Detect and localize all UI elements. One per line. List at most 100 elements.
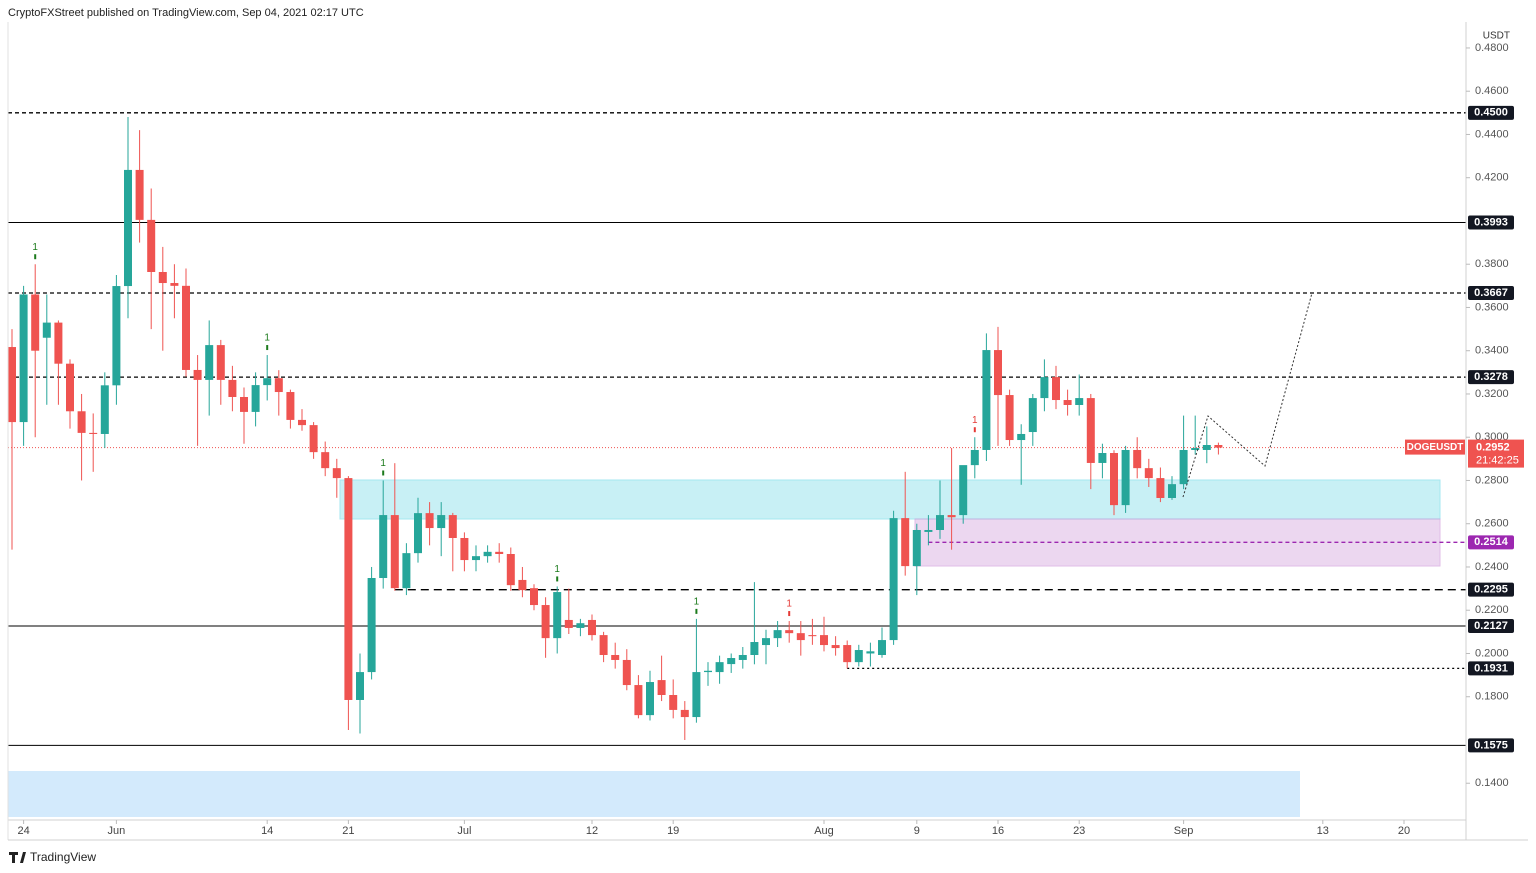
candle-body — [936, 515, 944, 530]
candle-body — [135, 169, 144, 220]
y-tick-label: 0.2400 — [1475, 561, 1509, 573]
candle-body — [762, 638, 770, 646]
candle-body — [1052, 377, 1060, 401]
x-tick-label: 14 — [261, 825, 273, 837]
signal-label: 1 — [264, 333, 270, 344]
candle-body — [483, 551, 492, 557]
level-label-box — [1468, 582, 1514, 597]
candle-body — [564, 619, 573, 628]
y-tick-label: 0.4800 — [1475, 42, 1509, 54]
x-tick-label: 23 — [1073, 825, 1085, 837]
symbol-box — [1405, 439, 1465, 455]
x-tick-label: Jun — [108, 825, 126, 837]
candle-body — [309, 425, 318, 453]
candle-body — [54, 322, 63, 364]
candle-body — [634, 685, 643, 716]
candle-body — [228, 379, 237, 397]
candle-body — [576, 623, 585, 628]
candle-body — [1110, 453, 1118, 506]
candle-body — [553, 592, 562, 639]
candle-body — [158, 271, 167, 284]
candle-body — [843, 645, 852, 663]
candle-body — [205, 345, 214, 380]
level-label: 0.2295 — [1474, 584, 1508, 596]
candle-body — [1040, 377, 1049, 399]
x-tick-label: 20 — [1398, 825, 1410, 837]
signal-label: 1 — [972, 415, 978, 426]
y-tick-label: 0.1400 — [1475, 777, 1509, 789]
candles-layer: 1 1 1 1 1 1 1 — [8, 116, 1223, 740]
candle-body — [437, 515, 446, 529]
level-label-box — [1468, 738, 1514, 753]
level-label: 0.3667 — [1474, 287, 1508, 299]
candle-body — [1063, 400, 1072, 405]
level-label: 0.1575 — [1474, 739, 1508, 751]
candle-body — [390, 515, 399, 589]
candle-body — [1075, 398, 1084, 405]
x-tick-label: 12 — [586, 825, 598, 837]
support-zone — [914, 518, 1441, 567]
candle-body — [100, 385, 109, 434]
level-label-box — [1468, 619, 1514, 634]
x-tick-label: 19 — [667, 825, 679, 837]
signal-label: 1 — [380, 458, 386, 469]
candle-body — [530, 588, 538, 606]
candle-body — [112, 286, 121, 386]
y-tick-label: 0.3400 — [1475, 345, 1509, 357]
brand-logo — [9, 852, 26, 863]
candle-body — [379, 515, 388, 579]
candle-body — [344, 478, 353, 700]
candle-body — [692, 672, 701, 718]
x-tick-label: 13 — [1317, 825, 1329, 837]
candle-body — [820, 635, 828, 646]
candle-body — [622, 659, 631, 686]
x-tick-label: Jul — [457, 825, 471, 837]
signal-label: 1 — [786, 599, 792, 610]
candle-body — [854, 650, 863, 663]
levels-layer — [8, 112, 1466, 746]
candle-body — [1191, 448, 1200, 450]
candle-body — [657, 680, 666, 696]
candle-body — [878, 640, 886, 655]
candle-body — [1121, 449, 1130, 506]
y-tick-label: 0.2200 — [1475, 604, 1509, 616]
candle-body — [240, 396, 248, 412]
candle-body — [495, 551, 504, 554]
candle-body — [506, 554, 515, 586]
brand: TradingView — [30, 850, 96, 864]
y-tick-label: 0.2800 — [1475, 474, 1509, 486]
candle-body — [982, 350, 991, 450]
candle-body — [1168, 484, 1176, 498]
candle-body — [959, 465, 968, 516]
candle-body — [773, 630, 782, 639]
level-label-box — [1468, 215, 1514, 230]
x-tick-label: 16 — [992, 825, 1004, 837]
candle-body — [541, 605, 550, 639]
candle-body — [704, 670, 712, 673]
candle-body — [1156, 478, 1165, 498]
level-label: 0.1931 — [1474, 662, 1508, 674]
signal-label: 1 — [694, 597, 700, 608]
candle-body — [124, 169, 132, 287]
candle-body — [1133, 449, 1142, 469]
y-tick-label: 0.4400 — [1475, 128, 1509, 140]
candle-body — [1086, 398, 1095, 463]
y-tick-label: 0.1800 — [1475, 691, 1509, 703]
level-label-box — [1468, 105, 1514, 120]
currency-label: USDT — [1483, 31, 1510, 42]
candle-body — [924, 529, 933, 532]
signal-label: 1 — [554, 564, 560, 575]
candle-body — [1005, 395, 1014, 441]
y-tick-label: 0.2000 — [1475, 647, 1509, 659]
candle-body — [866, 651, 875, 654]
candle-body — [727, 658, 736, 665]
candle-body — [216, 345, 225, 380]
candle-body — [1202, 445, 1211, 450]
candle-body — [796, 633, 805, 641]
candle-body — [970, 449, 979, 466]
level-label: 0.2514 — [1474, 536, 1509, 548]
candle-body — [66, 363, 74, 412]
candle-body — [808, 635, 817, 637]
level-label: 0.2127 — [1474, 620, 1508, 632]
